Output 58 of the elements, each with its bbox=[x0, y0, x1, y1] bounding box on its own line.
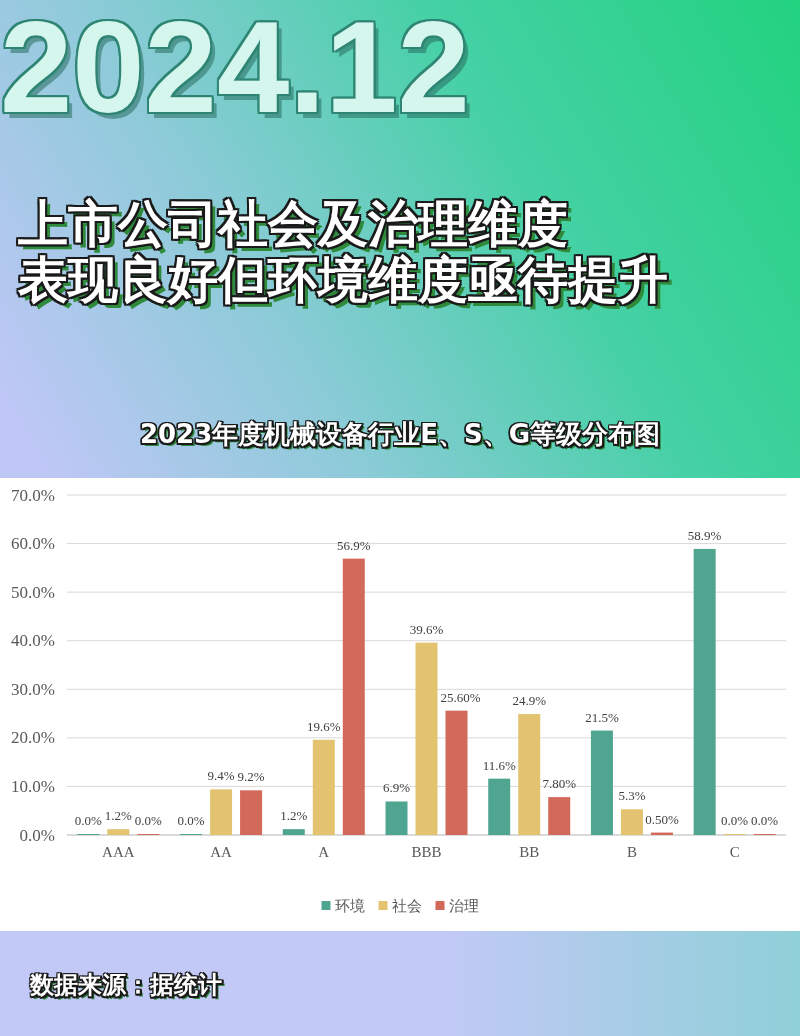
bar bbox=[445, 710, 468, 835]
y-tick-label: 50.0% bbox=[11, 582, 55, 602]
legend-label: 治理 bbox=[448, 896, 479, 915]
x-tick-label: B bbox=[626, 844, 637, 860]
bar bbox=[488, 778, 511, 835]
legend-label: 环境 bbox=[334, 896, 365, 915]
x-tick-label: BBB bbox=[411, 844, 442, 860]
data-label: 0.0% bbox=[721, 813, 749, 828]
bar bbox=[210, 789, 233, 835]
data-label: 39.6% bbox=[409, 621, 444, 637]
y-tick-label: 10.0% bbox=[11, 776, 55, 796]
bar bbox=[693, 548, 716, 835]
bar bbox=[518, 714, 541, 835]
data-label: 25.60% bbox=[440, 689, 481, 705]
x-tick-label: AA bbox=[210, 844, 233, 860]
data-label: 9.2% bbox=[237, 769, 265, 785]
y-tick-label: 30.0% bbox=[11, 679, 55, 699]
data-label: 0.0% bbox=[134, 813, 163, 828]
y-tick-label: 60.0% bbox=[11, 534, 55, 554]
bar bbox=[385, 801, 408, 835]
bar bbox=[312, 739, 335, 835]
x-tick-label: C bbox=[729, 844, 740, 860]
bar bbox=[548, 797, 571, 835]
bar bbox=[282, 829, 305, 835]
legend-label: 社会 bbox=[391, 896, 422, 915]
y-tick-label: 40.0% bbox=[11, 631, 55, 651]
chart-title: 上市公司社会及治理维度表现良好但环境维度亟待提升 bbox=[18, 195, 668, 309]
data-label: 5.3% bbox=[618, 788, 646, 804]
data-label: 11.6% bbox=[482, 757, 516, 773]
data-label: 19.6% bbox=[306, 718, 341, 734]
data-label: 1.2% bbox=[280, 808, 308, 824]
x-tick-label: AAA bbox=[102, 844, 135, 860]
bar bbox=[240, 790, 263, 835]
x-tick-label: A bbox=[318, 844, 330, 860]
data-label: 7.80% bbox=[542, 776, 577, 792]
bar bbox=[620, 809, 643, 835]
data-label: 1.2% bbox=[104, 808, 133, 824]
bar bbox=[415, 642, 438, 835]
source-note: 数据来源：据统计 bbox=[30, 970, 222, 1001]
chart-subtitle: 2023年度机械设备行业E、S、G等级分布图 bbox=[139, 418, 661, 451]
data-label: 0.0% bbox=[74, 813, 103, 828]
data-label: 0.0% bbox=[751, 813, 779, 828]
data-label: 9.4% bbox=[207, 768, 235, 784]
data-label: 56.9% bbox=[336, 537, 371, 553]
data-label: 58.9% bbox=[687, 527, 722, 543]
bar bbox=[107, 829, 130, 835]
text: 2024.12 bbox=[0, 0, 470, 142]
data-label: 0.0% bbox=[177, 813, 205, 828]
data-label: 0.50% bbox=[645, 811, 679, 827]
y-tick-label: 20.0% bbox=[11, 728, 55, 748]
y-tick-label: 70.0% bbox=[11, 485, 55, 505]
data-label: 21.5% bbox=[585, 709, 619, 725]
data-label: 24.9% bbox=[512, 693, 547, 709]
data-label: 6.9% bbox=[382, 780, 411, 796]
y-tick-label: 0.0% bbox=[19, 825, 55, 845]
bar bbox=[590, 730, 613, 835]
bar bbox=[342, 558, 365, 835]
x-tick-label: BB bbox=[519, 844, 540, 860]
